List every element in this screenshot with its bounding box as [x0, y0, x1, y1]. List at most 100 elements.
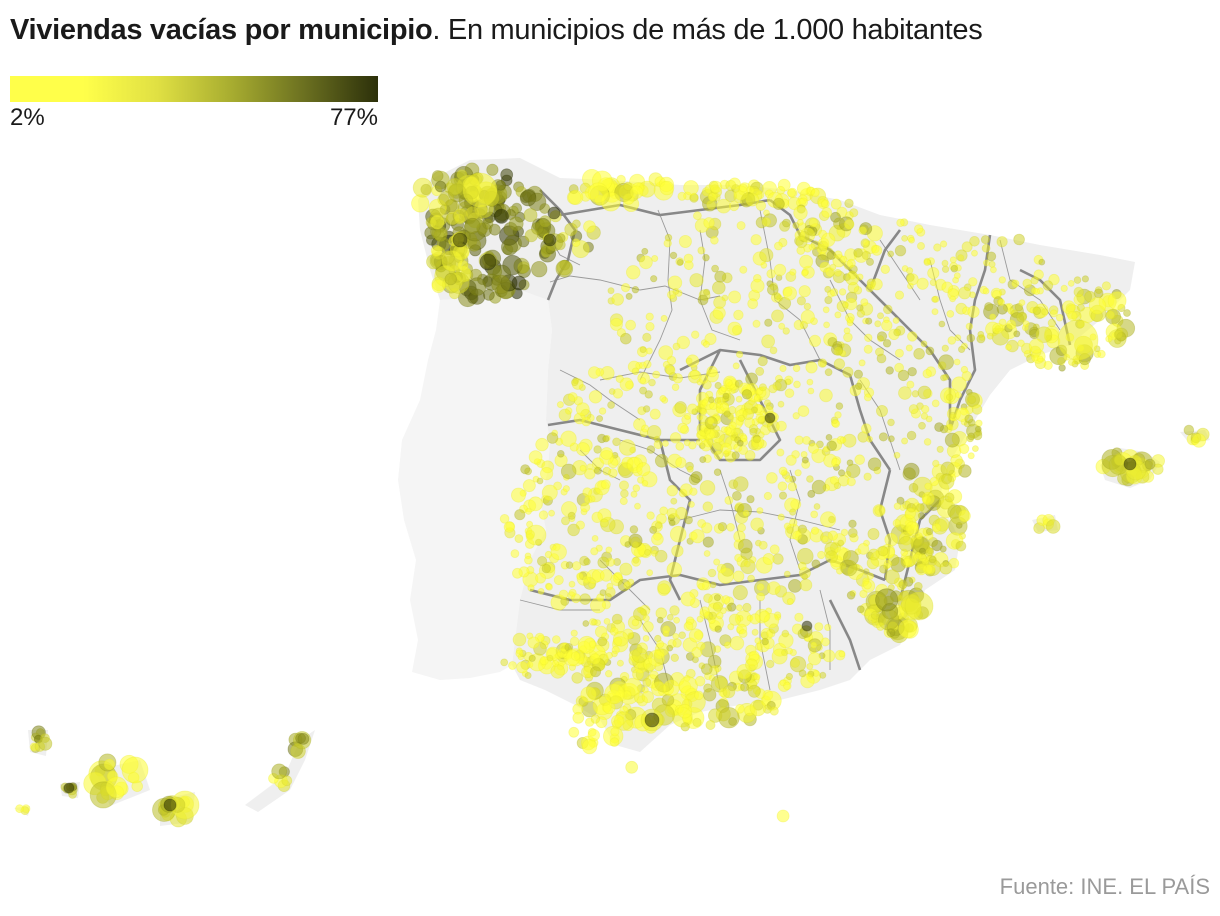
municipality-bubble	[1081, 275, 1090, 283]
municipality-bubble	[866, 257, 875, 266]
municipality-bubble	[882, 304, 893, 315]
municipality-bubble	[589, 653, 601, 665]
municipality-bubble	[1097, 349, 1106, 359]
municipality-bubble	[1073, 276, 1082, 284]
municipality-bubble	[1123, 457, 1137, 471]
municipality-bubble	[639, 386, 648, 395]
municipality-bubble	[605, 546, 613, 554]
municipality-bubble	[830, 457, 841, 468]
municipality-bubble	[607, 287, 615, 295]
municipality-bubble	[684, 515, 693, 525]
municipality-bubble	[892, 519, 901, 528]
municipality-bubble	[686, 465, 694, 473]
municipality-bubble	[810, 641, 818, 649]
municipality-bubble	[904, 591, 934, 621]
municipality-bubble	[945, 393, 954, 401]
municipality-bubble	[590, 547, 599, 556]
municipality-bubble	[756, 507, 764, 515]
municipality-bubble	[674, 401, 687, 414]
municipality-bubble	[776, 448, 785, 457]
municipality-bubble	[840, 528, 849, 537]
municipality-bubble	[725, 379, 733, 387]
municipality-bubble	[556, 401, 564, 409]
municipality-bubble	[811, 479, 827, 495]
municipality-bubble	[941, 265, 950, 273]
municipality-bubble	[795, 236, 808, 249]
municipality-bubble	[666, 644, 674, 652]
municipality-bubble	[808, 334, 822, 347]
municipality-bubble	[792, 364, 801, 373]
municipality-bubble	[639, 377, 647, 384]
municipality-bubble	[772, 197, 785, 210]
municipality-bubble	[805, 361, 818, 374]
chart-title: Viviendas vacías por municipio. En munic…	[10, 14, 983, 47]
municipality-bubble	[713, 558, 721, 566]
municipality-bubble	[807, 489, 816, 498]
municipality-bubble	[953, 358, 961, 366]
municipality-bubble	[493, 208, 509, 224]
municipality-bubble	[931, 295, 938, 303]
municipality-bubble	[984, 302, 994, 312]
municipality-bubble	[882, 339, 892, 348]
municipality-bubble	[669, 605, 680, 616]
municipality-bubble	[802, 435, 811, 445]
municipality-bubble	[1067, 279, 1075, 287]
municipality-bubble	[750, 278, 765, 293]
municipality-bubble	[728, 421, 737, 430]
municipality-bubble	[587, 182, 609, 204]
municipality-bubble	[657, 580, 672, 595]
municipality-bubble	[797, 405, 810, 417]
municipality-bubble	[955, 249, 968, 262]
municipality-bubble	[980, 235, 990, 245]
municipality-bubble	[598, 407, 607, 415]
municipality-bubble	[528, 496, 543, 512]
municipality-bubble	[819, 388, 833, 403]
municipality-bubble	[858, 359, 866, 367]
municipality-bubble	[839, 436, 847, 444]
municipality-bubble	[771, 648, 788, 665]
municipality-bubble	[789, 656, 807, 673]
municipality-bubble	[684, 412, 692, 420]
municipality-bubble	[63, 782, 75, 794]
municipality-bubble	[746, 495, 755, 504]
municipality-bubble	[597, 636, 608, 647]
municipality-bubble	[867, 457, 882, 472]
municipality-bubble	[783, 681, 792, 691]
municipality-bubble	[808, 218, 819, 228]
municipality-bubble	[1191, 433, 1207, 448]
municipality-bubble	[722, 685, 736, 699]
municipality-bubble	[541, 563, 552, 574]
municipality-bubble	[1058, 364, 1066, 372]
municipality-bubble	[609, 317, 623, 331]
municipality-bubble	[550, 664, 565, 679]
municipality-bubble	[690, 471, 703, 484]
municipality-bubble	[722, 392, 730, 400]
municipality-bubble	[690, 529, 705, 544]
municipality-bubble	[576, 442, 591, 457]
municipality-bubble	[965, 391, 981, 407]
municipality-bubble	[732, 362, 740, 370]
municipality-bubble	[537, 588, 545, 595]
municipality-bubble	[641, 690, 655, 704]
municipality-bubble	[826, 440, 837, 452]
municipality-bubble	[103, 758, 116, 771]
municipality-bubble	[848, 519, 857, 528]
municipality-bubble	[720, 384, 728, 392]
municipality-bubble	[761, 637, 769, 646]
municipality-bubble	[685, 354, 700, 368]
municipality-bubble	[590, 666, 602, 678]
municipality-bubble	[903, 462, 920, 480]
municipality-bubble	[814, 622, 824, 632]
municipality-bubble	[683, 260, 694, 271]
municipality-bubble	[669, 432, 682, 444]
municipality-bubble	[744, 449, 756, 461]
municipality-bubble	[656, 616, 664, 624]
municipality-bubble	[858, 226, 867, 235]
municipality-bubble	[1076, 303, 1085, 312]
municipality-bubble	[702, 501, 714, 513]
municipality-bubble	[642, 677, 652, 687]
municipality-bubble	[728, 177, 741, 190]
municipality-bubble	[798, 285, 811, 298]
municipality-bubble	[773, 263, 787, 277]
municipality-bubble	[860, 423, 872, 434]
